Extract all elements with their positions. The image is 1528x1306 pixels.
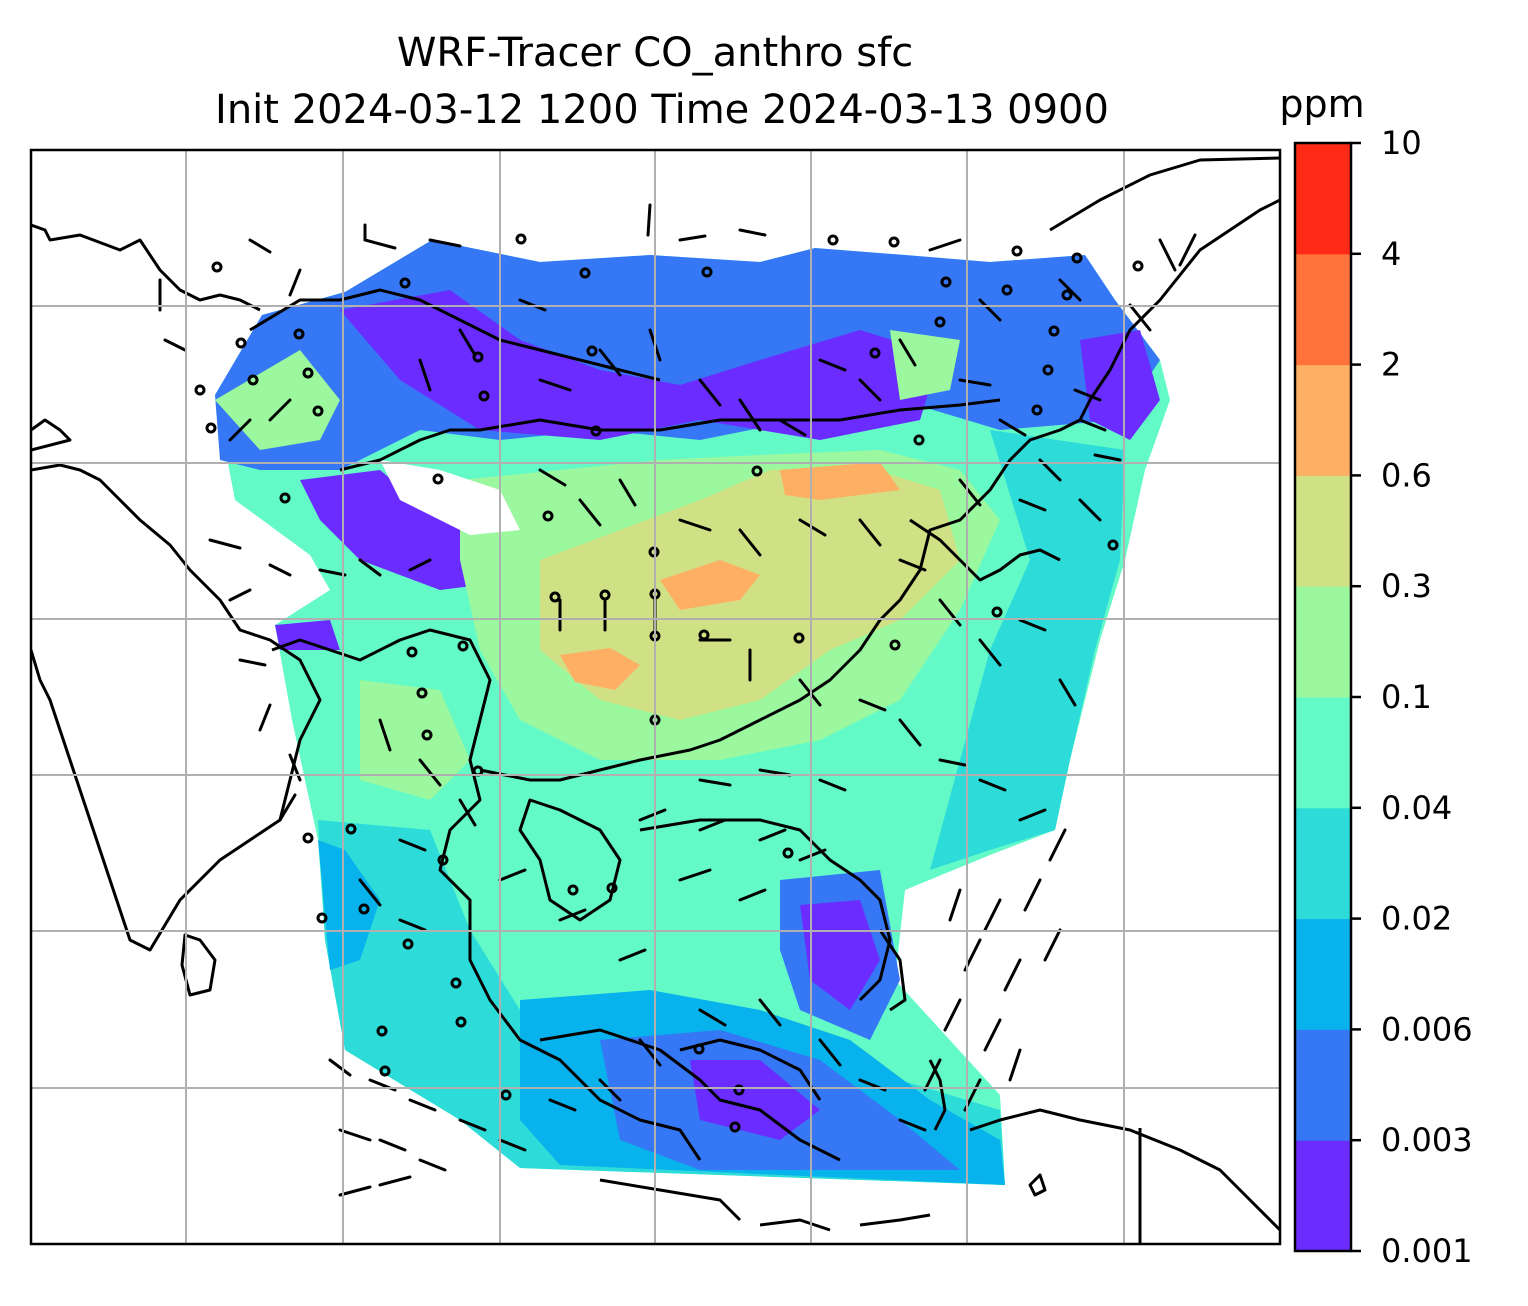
colorbar-tick-label: 0.04 — [1381, 789, 1452, 827]
map-panel — [31, 150, 1280, 1244]
colorbar: ppm 0.001 0.003 0.006 0.02 0.04 0.1 0.3 0.6 2 4 10 — [1279, 82, 1472, 1270]
colorbar-tick-label: 10 — [1381, 124, 1422, 162]
map-title-line-2: Init 2024-03-12 1200 Time 2024-03-13 090… — [215, 87, 1109, 133]
coastlines — [31, 156, 1280, 1244]
colorbar-band — [1295, 918, 1351, 1030]
map-frame — [29, 148, 1282, 1246]
colorbar-band — [1295, 143, 1351, 255]
colorbar-tick-label: 0.006 — [1381, 1010, 1473, 1048]
colorbar-band — [1295, 475, 1351, 587]
colorbar-tick-label: 0.02 — [1381, 900, 1452, 938]
colorbar-band — [1295, 586, 1351, 698]
colorbar-band — [1295, 1140, 1351, 1252]
map-title-line-1: WRF-Tracer CO_anthro sfc — [397, 30, 913, 76]
colorbar-tick-label: 0.003 — [1381, 1121, 1473, 1159]
colorbar-unit-label: ppm — [1279, 82, 1364, 126]
colorbar-tick-label: 2 — [1381, 346, 1401, 384]
colorbar-tick-label: 0.6 — [1381, 456, 1432, 494]
colorbar-band — [1295, 253, 1351, 366]
colorbar-tick-label: 0.1 — [1381, 678, 1432, 716]
colorbar-band — [1295, 1029, 1351, 1141]
colorbar-band — [1295, 364, 1351, 476]
colorbar-tick-label: 4 — [1381, 235, 1401, 273]
colorbar-tick-label: 0.001 — [1381, 1232, 1473, 1270]
map-gridlines — [31, 150, 1280, 1244]
colorbar-band — [1295, 697, 1351, 809]
colorbar-tick-label: 0.3 — [1381, 567, 1432, 605]
colorbar-band — [1295, 807, 1351, 920]
